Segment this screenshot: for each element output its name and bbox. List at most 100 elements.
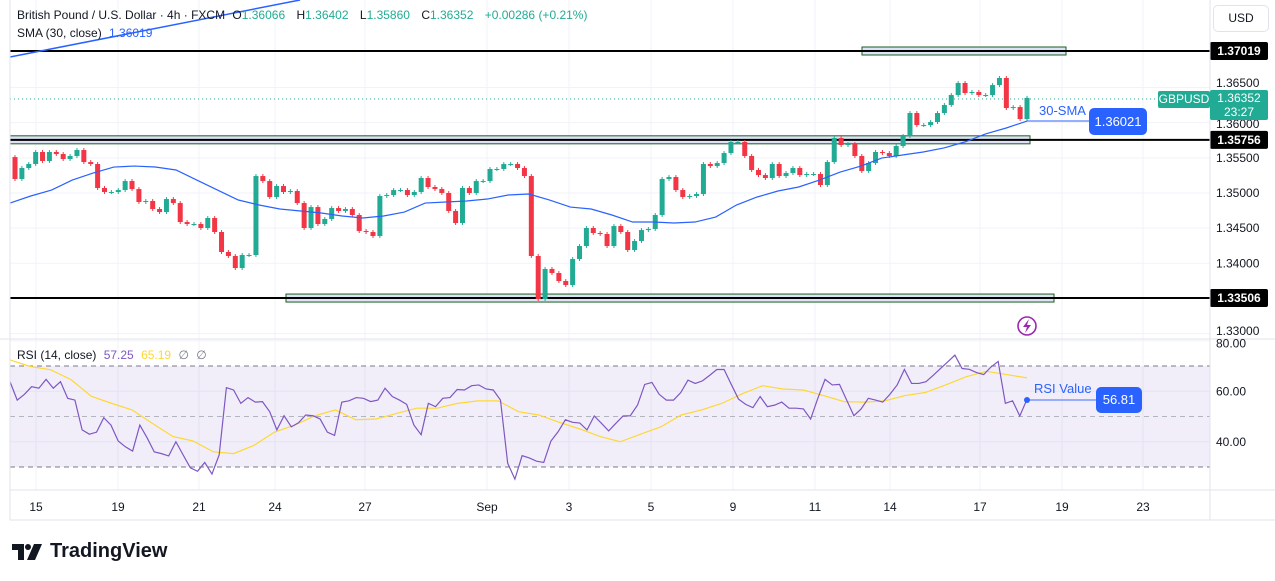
candle-body	[184, 222, 190, 224]
price-tick-label: 1.35500	[1216, 151, 1260, 165]
candle	[170, 197, 176, 206]
candle-body	[163, 199, 169, 213]
candle-body	[398, 190, 404, 192]
candle	[645, 227, 651, 233]
candle	[921, 123, 927, 128]
trend-line[interactable]	[9, 0, 301, 58]
candle	[363, 229, 369, 234]
candle-body	[315, 207, 321, 224]
rsi-annotation-text: RSI Value	[1034, 381, 1092, 396]
time-tick-label: 14	[883, 500, 897, 514]
candle	[432, 185, 438, 192]
candle-body	[590, 228, 596, 233]
currency-button[interactable]: USD	[1213, 5, 1269, 32]
candle-body	[294, 191, 300, 204]
candle-body	[349, 209, 355, 215]
candle	[556, 271, 562, 283]
candle-body	[969, 91, 975, 93]
candle	[749, 154, 755, 172]
time-tick-label: 17	[973, 500, 987, 514]
price-tick-label: 1.33000	[1216, 324, 1260, 338]
price-tick-label: 1.36000	[1216, 117, 1260, 131]
candle	[983, 93, 989, 97]
horizontal-levels[interactable]: 1.37019 1.35756 1.33506	[9, 42, 1268, 308]
rsi-tick-label: 80.00	[1216, 336, 1246, 350]
candle-body	[948, 95, 954, 106]
candle	[74, 148, 80, 158]
candles	[12, 76, 1030, 301]
candle-body	[466, 187, 472, 193]
candle	[508, 162, 514, 166]
candle	[459, 186, 465, 225]
candle-body	[776, 164, 782, 177]
open-value: 1.36066	[241, 8, 286, 22]
candle-body	[1010, 107, 1016, 109]
candle	[398, 188, 404, 192]
candle	[590, 226, 596, 235]
change-value: +0.00286 (+0.21%)	[484, 8, 588, 22]
rsi-axis[interactable]: 80.00 60.00 40.00	[1216, 336, 1246, 448]
candle-body	[480, 181, 486, 183]
time-tick-label: 19	[111, 500, 125, 514]
candle	[473, 179, 479, 195]
sma-legend[interactable]: SMA (30, close) 1.36019	[17, 26, 156, 40]
candle	[315, 205, 321, 226]
candle	[232, 254, 238, 270]
candle	[308, 205, 314, 230]
candle	[900, 134, 906, 148]
candle	[638, 228, 644, 243]
candle-body	[74, 150, 80, 156]
candle-body	[694, 194, 700, 197]
candle	[1024, 95, 1030, 121]
candle	[597, 231, 603, 236]
symbol-price-tag: GBPUSD	[1158, 91, 1210, 108]
candle	[790, 166, 796, 175]
candle-body	[811, 173, 817, 175]
price-tick-label: 1.34500	[1216, 221, 1260, 235]
candle	[838, 136, 844, 147]
candle-body	[19, 168, 25, 179]
rsi-legend[interactable]: RSI (14, close) 57.25 65.19 ∅ ∅	[17, 348, 211, 362]
candle	[336, 206, 342, 213]
candle-body	[680, 190, 686, 197]
sma-30-line[interactable]	[9, 120, 1028, 224]
grid	[10, 0, 1210, 490]
time-tick-label: 27	[358, 500, 372, 514]
candle-body	[921, 125, 927, 127]
time-axis[interactable]: 15 19 21 24 27 Sep 3 5 9 11 14 17 19 23	[29, 500, 1150, 514]
time-tick-label: 3	[566, 500, 573, 514]
candle-body	[714, 163, 720, 167]
candle-body	[177, 203, 183, 223]
rsi-ma-line[interactable]	[9, 359, 1028, 455]
logo-text: TradingView	[50, 540, 168, 562]
rsi-line[interactable]	[9, 354, 1028, 481]
sma-legend-value: 1.36019	[109, 26, 153, 40]
candle-body	[108, 191, 114, 193]
symbol-title[interactable]: British Pound / U.S. Dollar · 4h · FXCM	[17, 8, 226, 22]
candle	[12, 155, 18, 181]
price-axis[interactable]: 1.36500 1.36000 1.35500 1.35000 1.34500 1.340…	[1216, 76, 1260, 338]
candle	[453, 209, 459, 225]
candle-body	[907, 113, 913, 137]
candle	[494, 167, 500, 171]
candle	[274, 184, 280, 199]
candle-body	[60, 154, 66, 160]
candle-body	[95, 164, 101, 188]
candle-body	[246, 255, 252, 257]
candle-body	[769, 164, 775, 179]
candle	[742, 140, 748, 158]
candle-body	[597, 232, 603, 234]
candle	[267, 179, 273, 199]
candle	[941, 103, 947, 115]
candle-body	[735, 141, 741, 143]
candle-body	[618, 226, 624, 233]
candle-body	[53, 151, 59, 155]
candle-body	[632, 241, 638, 251]
sma-legend-label: SMA (30, close)	[17, 26, 102, 40]
lightning-icon[interactable]	[1017, 316, 1037, 336]
candle-body	[742, 141, 748, 156]
tradingview-logo[interactable]: TradingView	[12, 540, 167, 563]
candle	[129, 179, 135, 192]
candle-body	[33, 151, 39, 165]
